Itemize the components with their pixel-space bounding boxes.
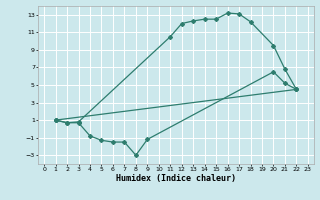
X-axis label: Humidex (Indice chaleur): Humidex (Indice chaleur) [116, 174, 236, 183]
